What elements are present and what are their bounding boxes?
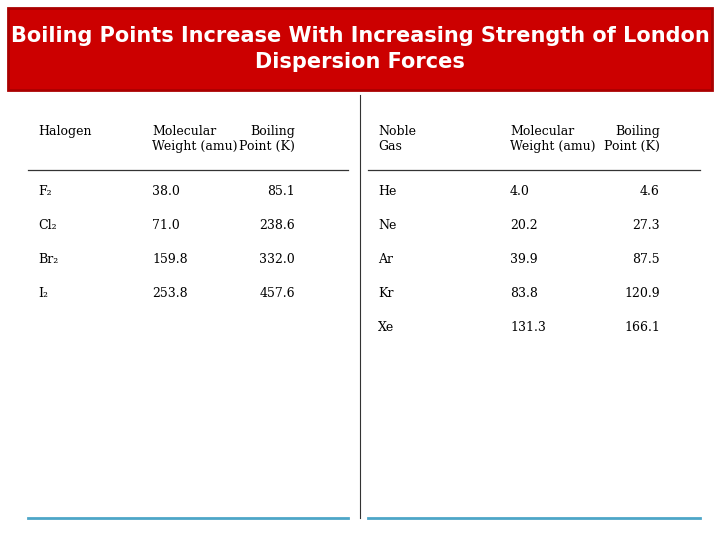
Text: 83.8: 83.8 (510, 287, 538, 300)
Text: Br₂: Br₂ (38, 253, 58, 266)
Text: Boiling
Point (K): Boiling Point (K) (239, 125, 295, 153)
Text: 85.1: 85.1 (267, 185, 295, 198)
Text: Kr: Kr (378, 287, 394, 300)
Text: Boiling
Point (K): Boiling Point (K) (604, 125, 660, 153)
Text: 332.0: 332.0 (259, 253, 295, 266)
Text: 166.1: 166.1 (624, 321, 660, 334)
Text: 87.5: 87.5 (632, 253, 660, 266)
Text: Cl₂: Cl₂ (38, 219, 57, 232)
Text: Ne: Ne (378, 219, 397, 232)
Text: Molecular
Weight (amu): Molecular Weight (amu) (510, 125, 595, 153)
Text: Halogen: Halogen (38, 125, 91, 138)
Text: 131.3: 131.3 (510, 321, 546, 334)
Text: 238.6: 238.6 (259, 219, 295, 232)
Text: 253.8: 253.8 (152, 287, 188, 300)
Text: 71.0: 71.0 (152, 219, 180, 232)
Text: 120.9: 120.9 (624, 287, 660, 300)
FancyBboxPatch shape (8, 8, 712, 90)
Text: 4.0: 4.0 (510, 185, 530, 198)
Text: He: He (378, 185, 397, 198)
Text: 159.8: 159.8 (152, 253, 188, 266)
Text: Molecular
Weight (amu): Molecular Weight (amu) (152, 125, 238, 153)
Text: 39.9: 39.9 (510, 253, 538, 266)
Text: Boiling Points Increase With Increasing Strength of London
Dispersion Forces: Boiling Points Increase With Increasing … (11, 26, 709, 72)
Text: 20.2: 20.2 (510, 219, 538, 232)
Text: Xe: Xe (378, 321, 395, 334)
Text: Noble
Gas: Noble Gas (378, 125, 416, 153)
Text: F₂: F₂ (38, 185, 52, 198)
Text: Ar: Ar (378, 253, 393, 266)
Text: I₂: I₂ (38, 287, 48, 300)
Text: 38.0: 38.0 (152, 185, 180, 198)
Text: 457.6: 457.6 (259, 287, 295, 300)
Text: 27.3: 27.3 (632, 219, 660, 232)
Text: 4.6: 4.6 (640, 185, 660, 198)
